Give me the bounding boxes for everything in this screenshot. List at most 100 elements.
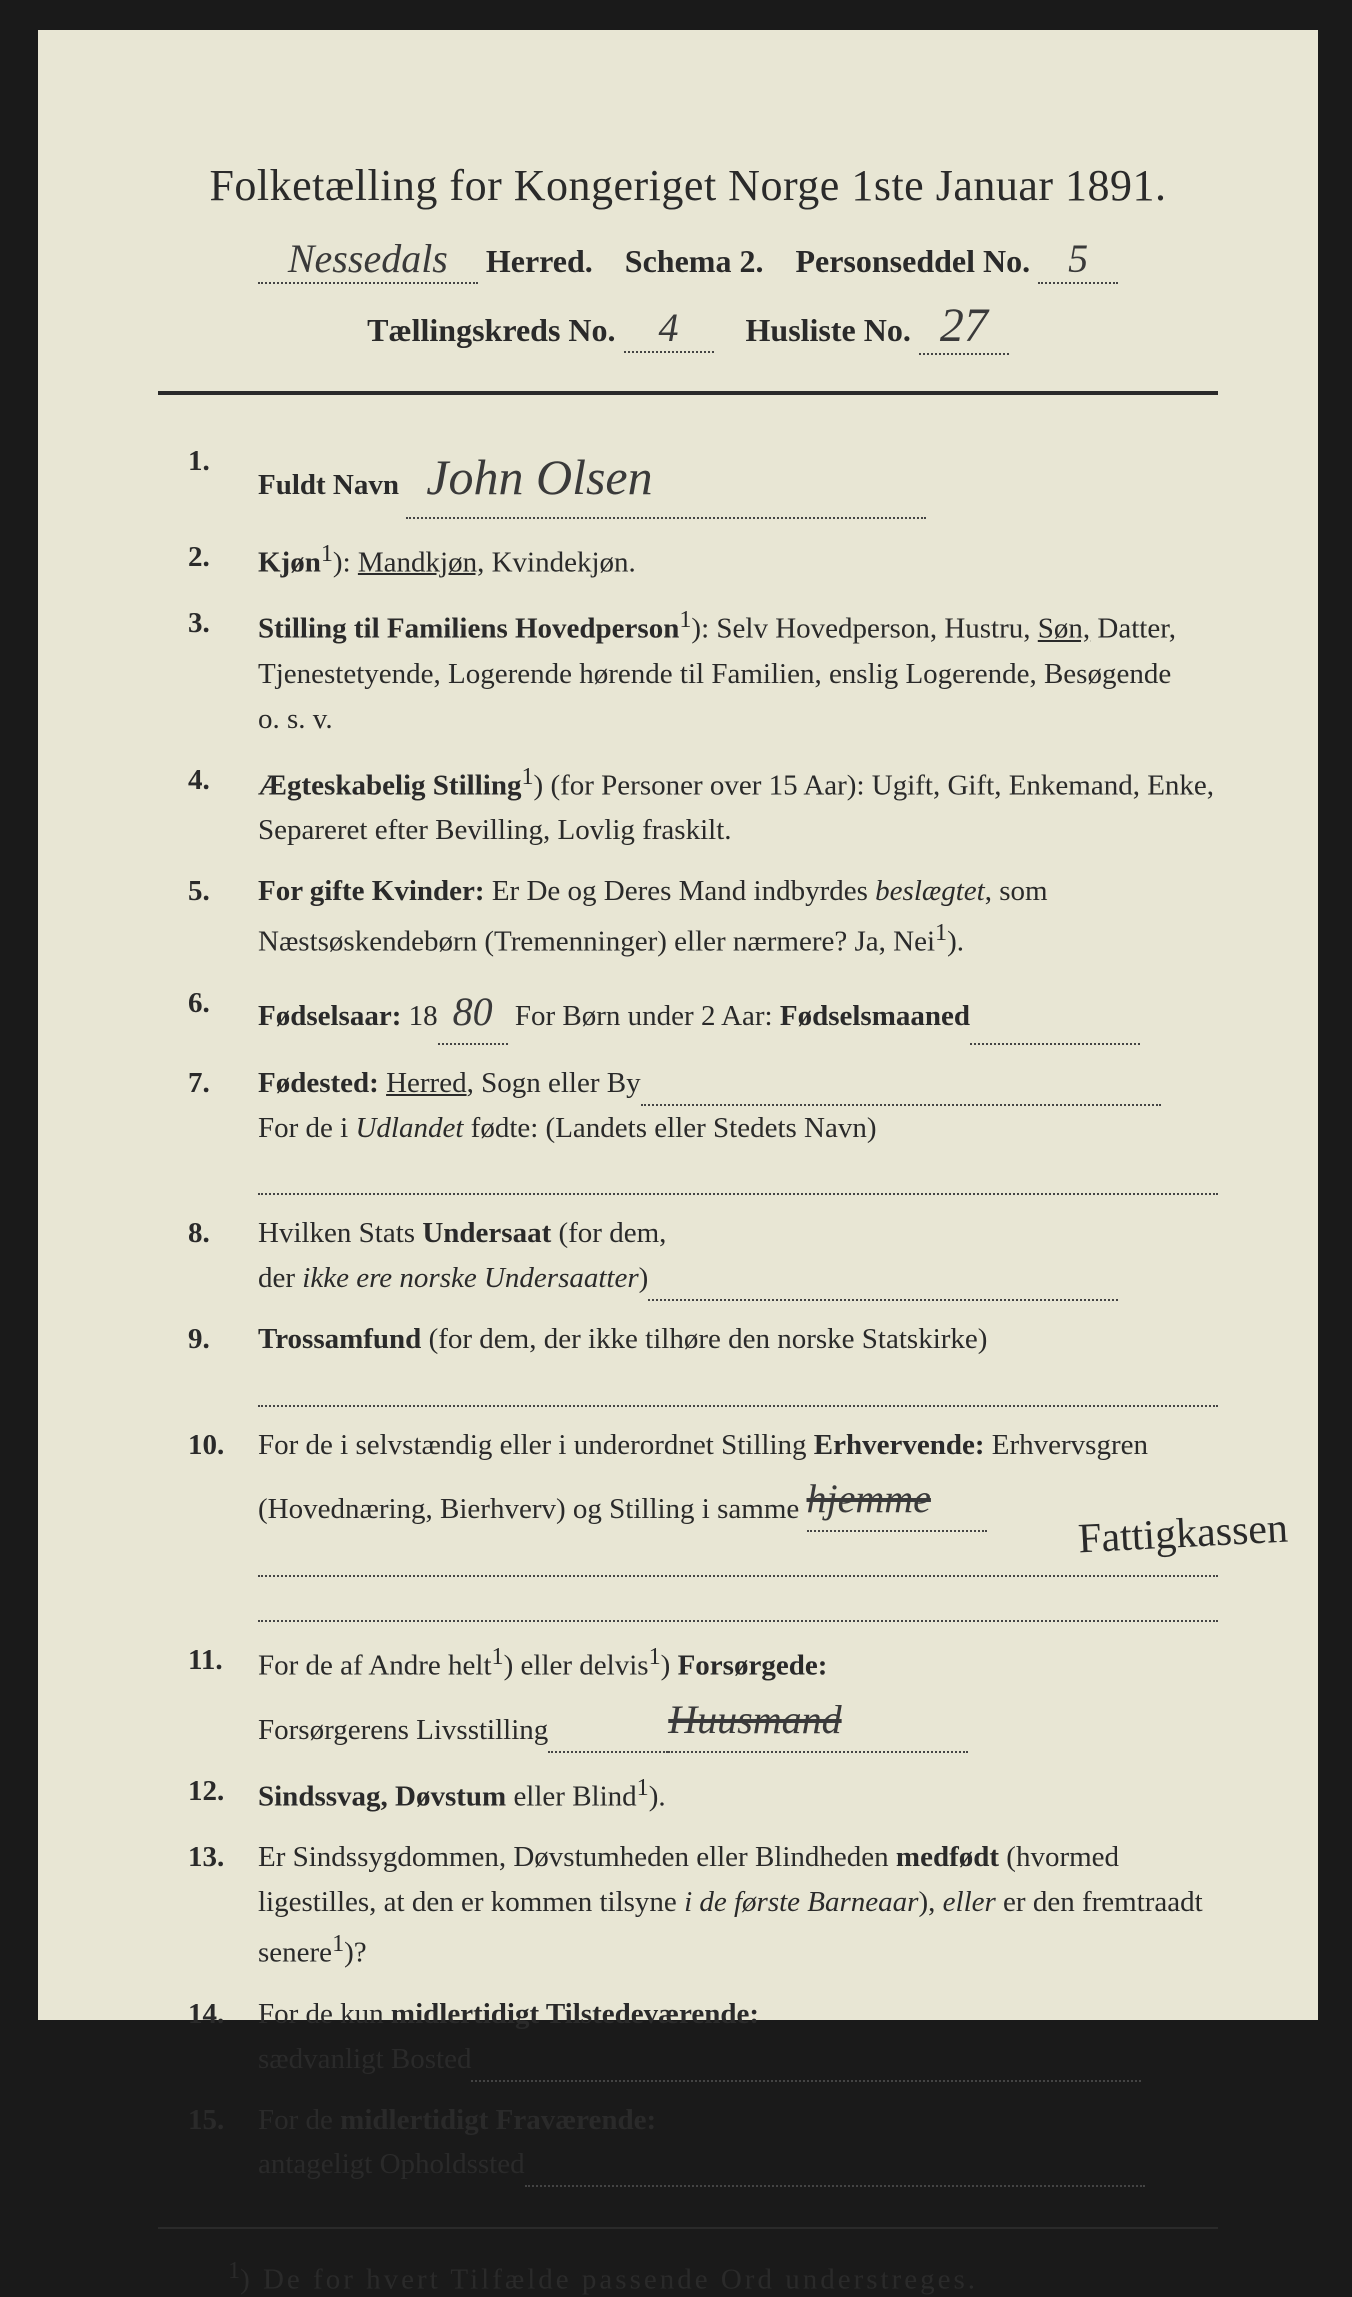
footnote-ref: 1 xyxy=(332,1930,344,1957)
q8-line2i: ikke ere norske Undersaatter xyxy=(302,1262,638,1294)
footnote-marker: 1 xyxy=(228,2257,240,2284)
q7-line2b: fødte: (Landets eller Stedets Navn) xyxy=(463,1112,876,1144)
item-body: Hvilken Stats Undersaat (for dem, der ik… xyxy=(258,1211,1218,1301)
q6-text2: For Børn under 2 Aar: xyxy=(508,1000,780,1032)
occupation-blank-1 xyxy=(258,1542,1218,1577)
item-body: For de af Andre helt1) eller delvis1) Fo… xyxy=(258,1638,1218,1753)
item-9: 9. Trossamfund (for dem, der ikke tilhør… xyxy=(188,1317,1218,1407)
item-13: 13. Er Sindssygdommen, Døvstumheden elle… xyxy=(188,1835,1218,1975)
item-number: 15. xyxy=(188,2098,258,2188)
item-body: For de i selvstændig eller i underordnet… xyxy=(258,1423,1218,1622)
q8-text1: Hvilken Stats xyxy=(258,1217,422,1249)
label-fuldt-navn: Fuldt Navn xyxy=(258,469,399,501)
q8-line2b: ) xyxy=(639,1262,649,1294)
q13-italic2: eller xyxy=(943,1886,996,1918)
sindssvag-dovstum: Sindssvag, Døvstum xyxy=(258,1780,506,1812)
item-11: 11. For de af Andre helt1) eller delvis1… xyxy=(188,1638,1218,1753)
header-line-2: Tællingskreds No. 4 Husliste No. 27 xyxy=(158,298,1218,355)
item-2: 2. Kjøn1): Mandkjøn, Kvindekjøn. xyxy=(188,535,1218,586)
item-body: Ægteskabelig Stilling1) (for Personer ov… xyxy=(258,758,1218,854)
schema-label: Schema 2. xyxy=(625,243,764,279)
label-fodselsaar: Fødselsaar: xyxy=(258,1000,401,1032)
form-title: Folketælling for Kongeriget Norge 1ste J… xyxy=(158,160,1218,211)
citizenship-blank xyxy=(648,1299,1118,1301)
q13-text3: ), xyxy=(918,1886,942,1918)
q8-line2a: der xyxy=(258,1262,302,1294)
q7-udlandet: Udlandet xyxy=(355,1112,463,1144)
item-body: Trossamfund (for dem, der ikke tilhøre d… xyxy=(258,1317,1218,1407)
label-gifte-kvinder: For gifte Kvinder: xyxy=(258,875,485,907)
q7-line2a: For de i xyxy=(258,1112,355,1144)
item-6: 6. Fødselsaar: 1880 For Børn under 2 Aar… xyxy=(188,981,1218,1045)
foreign-blank xyxy=(258,1161,1218,1196)
personseddel-label: Personseddel No. xyxy=(795,243,1030,279)
item-12: 12. Sindssvag, Døvstum eller Blind1). xyxy=(188,1769,1218,1820)
label-stilling: Stilling til Familiens Hovedperson xyxy=(258,613,679,645)
mandkjon-selected: Mandkjøn, xyxy=(358,546,484,578)
item-body: For de kun midlertidigt Tilstedeværende:… xyxy=(258,1992,1218,2082)
item-number: 7. xyxy=(188,1061,258,1196)
item-number: 4. xyxy=(188,758,258,854)
q5-text: Er De og Deres Mand indbyrdes xyxy=(485,875,876,907)
label-fodested: Fødested: xyxy=(258,1067,379,1099)
census-form-page: Folketælling for Kongeriget Norge 1ste J… xyxy=(38,30,1318,2020)
item-number: 9. xyxy=(188,1317,258,1407)
item-body: For gifte Kvinder: Er De og Deres Mand i… xyxy=(258,869,1218,965)
label-kjon: Kjøn xyxy=(258,546,321,578)
q11-text2: ) eller delvis xyxy=(504,1650,649,1682)
fravaerende: midlertidigt Fraværende: xyxy=(340,2104,656,2136)
footnote-ref: 1 xyxy=(649,1643,661,1670)
kreds-label: Tællingskreds No. xyxy=(367,312,615,348)
q5-beslaegtet: beslægtet xyxy=(875,875,985,907)
q12-text: eller Blind xyxy=(506,1780,636,1812)
fodselsmaaned: Fødselsmaaned xyxy=(780,1000,970,1032)
item-number: 8. xyxy=(188,1211,258,1301)
item-body: Fødested: Herred, Sogn eller By For de i… xyxy=(258,1061,1218,1196)
item-number: 6. xyxy=(188,981,258,1045)
q14-line2: sædvanligt Bosted xyxy=(258,2043,471,2075)
item-number: 12. xyxy=(188,1769,258,1820)
undersaat: Undersaat xyxy=(422,1217,551,1249)
item-7: 7. Fødested: Herred, Sogn eller By For d… xyxy=(188,1061,1218,1196)
q13-italic1: i de første Barneaar xyxy=(684,1886,918,1918)
stilling-osv: o. s. v. xyxy=(258,703,333,735)
q11-text1: For de af Andre helt xyxy=(258,1650,492,1682)
forsorgede: Forsørgede: xyxy=(678,1650,828,1682)
footnote-ref: 1 xyxy=(935,919,947,946)
q13-end: )? xyxy=(344,1937,367,1969)
personseddel-no: 5 xyxy=(1038,235,1118,284)
footnote-text: ) De for hvert Tilfælde passende Ord und… xyxy=(240,2264,978,2296)
item-number: 3. xyxy=(188,601,258,741)
q12-end: ). xyxy=(649,1780,666,1812)
son-selected: Søn, xyxy=(1038,613,1090,645)
item-4: 4. Ægteskabelig Stilling1) (for Personer… xyxy=(188,758,1218,854)
q14-text1: For de kun xyxy=(258,1998,391,2030)
item-3: 3. Stilling til Familiens Hovedperson1):… xyxy=(188,601,1218,741)
month-blank xyxy=(970,1043,1140,1045)
tilstedevaerende: midlertidigt Tilstedeværende: xyxy=(391,1998,759,2030)
aegteskab-paren: (for Personer over 15 Aar): xyxy=(543,769,872,801)
kvindekjon: Kvindekjøn. xyxy=(484,546,635,578)
item-number: 1. xyxy=(188,439,258,519)
q13-text1: Er Sindssygdommen, Døvstumheden eller Bl… xyxy=(258,1841,896,1873)
provider-dots xyxy=(548,1751,668,1753)
q7-rest: , Sogn eller By xyxy=(467,1067,641,1099)
margin-handwriting: Fattigkassen xyxy=(1077,1505,1289,1564)
item-1: 1. Fuldt Navn John Olsen xyxy=(188,439,1218,519)
item-body: Sindssvag, Døvstum eller Blind1). xyxy=(258,1769,1218,1820)
provider-hand: Huusmand xyxy=(668,1689,968,1753)
name-value: John Olsen xyxy=(406,439,926,519)
footnote: 1) De for hvert Tilfælde passende Ord un… xyxy=(158,2257,1218,2297)
herred-handwritten: Nessedals xyxy=(258,235,478,284)
footnote-ref: 1 xyxy=(492,1643,504,1670)
item-number: 5. xyxy=(188,869,258,965)
footnote-ref: 1 xyxy=(321,540,333,567)
kreds-no: 4 xyxy=(624,304,714,353)
occupation-hand-struck: hjemme xyxy=(807,1468,987,1532)
items-list: 1. Fuldt Navn John Olsen 2. Kjøn1): Mand… xyxy=(158,439,1218,2187)
q10-text1: For de i selvstændig eller i underordnet… xyxy=(258,1429,814,1461)
q9-text: (for dem, der ikke tilhøre den norske St… xyxy=(421,1323,987,1355)
footnote-ref: 1 xyxy=(679,606,691,633)
q11-line2: Forsørgerens Livsstilling xyxy=(258,1714,548,1746)
footnote-ref: 1 xyxy=(521,763,533,790)
